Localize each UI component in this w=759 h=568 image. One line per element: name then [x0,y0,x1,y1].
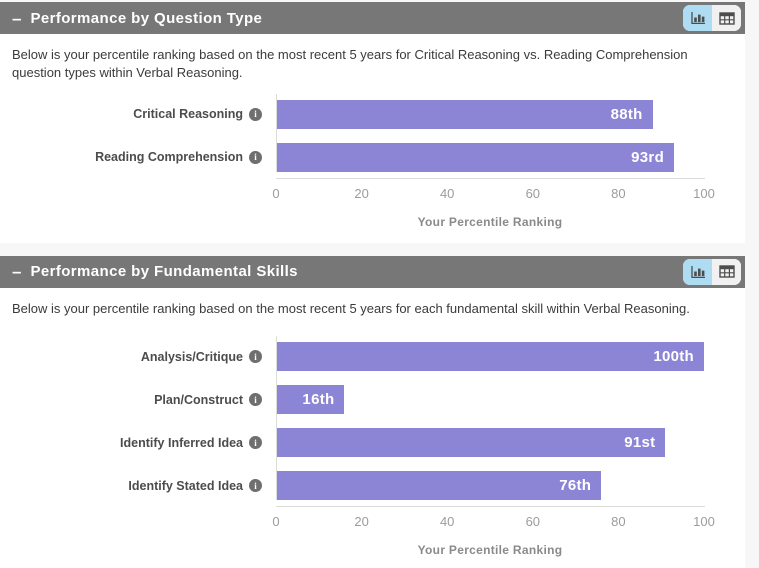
chart-description: Below is your percentile ranking based o… [12,47,688,81]
info-icon[interactable]: i [249,479,262,493]
info-icon[interactable]: i [249,350,262,364]
category-label: Identify Stated Idea [128,478,243,493]
chart-view-button[interactable] [683,258,712,285]
table-view-button[interactable] [712,258,741,285]
collapse-icon[interactable]: – [12,262,22,282]
table-grid-icon [718,265,735,279]
view-toggle-group [683,258,741,285]
x-axis-ticks: 0 20 40 60 80 100 [272,507,714,531]
y-axis-line [276,336,277,501]
bar: 91st [276,428,666,458]
bar: 100th [276,342,704,372]
category-label-group: Plan/Construct i [12,385,262,414]
bar-chart-icon [690,265,705,278]
category-label: Plan/Construct [154,392,243,407]
bar-chart-icon [690,12,705,25]
panel-title: Performance by Fundamental Skills [30,263,298,281]
bar: 88th [276,99,653,129]
category-label: Identify Inferred Idea [120,435,243,450]
category-label-group: Identify Stated Idea i [12,471,262,500]
panel-body: Below is your percentile ranking based o… [0,34,745,243]
category-label-group: Identify Inferred Idea i [12,428,262,457]
collapse-icon[interactable]: – [12,8,22,28]
x-axis-label: Your Percentile Ranking [417,214,563,229]
bar-value-label: 88th [610,105,643,123]
bar-value-label: 16th [302,391,335,409]
category-label-group: Critical Reasoning i [12,100,262,129]
plot-area: 16th [276,385,704,415]
table-view-button[interactable] [712,5,741,31]
bar-value-label: 91st [624,434,656,452]
panel-fundamental-skills: – Performance by Fundamental Skills [0,255,745,568]
category-label: Reading Comprehension [95,150,243,165]
category-label-group: Analysis/Critique i [12,342,262,371]
x-tick: 100 [693,185,715,201]
x-tick: 80 [611,514,626,530]
bar: 16th [276,385,345,415]
x-axis-ticks: 0 20 40 60 80 100 [272,179,714,203]
y-axis-line [276,93,277,172]
panel-question-type: – Performance by Question Type [0,2,745,243]
bar-row: Plan/Construct i 16th [12,385,733,415]
category-label: Critical Reasoning [133,107,243,122]
view-toggle-group [683,5,741,31]
panel-title: Performance by Question Type [30,9,263,27]
x-tick: 20 [354,185,369,201]
bar-value-label: 76th [559,477,592,495]
bar-value-label: 100th [653,348,694,366]
bar-row: Identify Inferred Idea i 91st [12,428,733,458]
fundamental-skills-bar-chart: Analysis/Critique i 100th Plan/Construct [12,336,733,558]
chart-description: Below is your percentile ranking based o… [12,300,690,316]
info-icon[interactable]: i [249,150,262,164]
info-icon[interactable]: i [249,436,262,450]
plot-area: 88th [276,99,704,129]
table-grid-icon [718,11,735,25]
panel-header-fundamental-skills: – Performance by Fundamental Skills [0,255,745,288]
plot-area: 76th [276,471,704,501]
x-tick: 100 [693,514,715,530]
bar-row: Critical Reasoning i 88th [12,99,733,129]
bar-row: Analysis/Critique i 100th [12,342,733,372]
category-label: Analysis/Critique [140,349,243,364]
info-icon[interactable]: i [249,107,262,121]
x-axis-line [276,177,705,179]
x-tick: 40 [439,514,455,530]
x-tick: 40 [439,185,455,201]
x-tick: 0 [272,185,280,201]
bar: 76th [276,471,602,501]
x-tick: 0 [272,514,280,530]
bar-row: Reading Comprehension i 93rd [12,142,733,172]
panel-header-question-type: – Performance by Question Type [0,2,745,34]
bar-value-label: 93rd [631,148,665,166]
chart-view-button[interactable] [683,5,712,31]
category-label-group: Reading Comprehension i [12,143,262,172]
x-axis-label: Your Percentile Ranking [417,543,563,558]
panel-body: Below is your percentile ranking based o… [0,287,745,568]
plot-area: 93rd [276,142,704,172]
x-axis-line [276,506,705,508]
bar-row: Identify Stated Idea i 76th [12,471,733,501]
info-icon[interactable]: i [249,393,262,407]
x-tick: 60 [525,185,541,201]
x-tick: 80 [611,185,626,201]
x-tick: 20 [354,514,369,530]
x-tick: 60 [525,514,541,530]
bar: 93rd [276,142,675,172]
plot-area: 91st [276,428,704,458]
plot-area: 100th [276,342,704,372]
question-type-bar-chart: Critical Reasoning i 88th Reading Compre… [12,93,733,229]
